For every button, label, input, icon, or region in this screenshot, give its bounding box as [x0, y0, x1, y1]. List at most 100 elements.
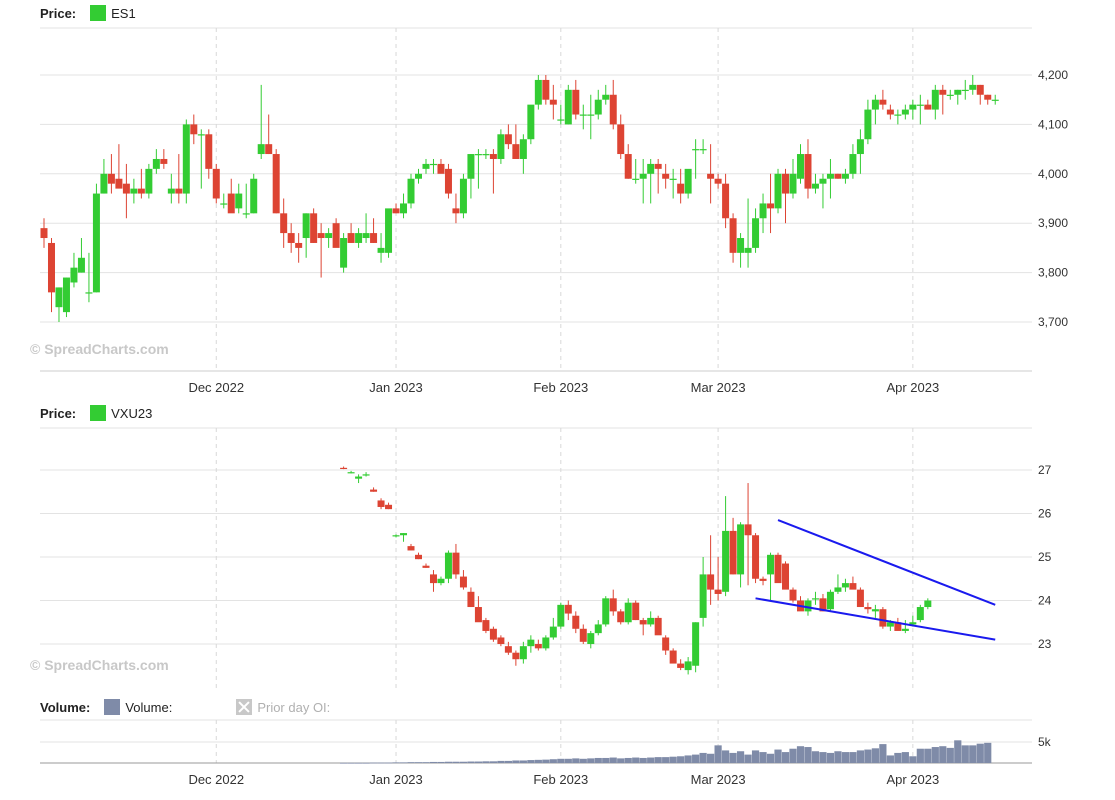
legend-volume-label: Volume:: [40, 699, 91, 715]
candle: [459, 576, 467, 588]
candle: [632, 602, 640, 621]
candle: [197, 134, 205, 136]
candle: [160, 158, 168, 164]
volume-bar: [392, 762, 400, 764]
volume-bar: [931, 747, 939, 763]
candle: [175, 188, 183, 194]
volume-bar: [894, 752, 902, 763]
volume-bar: [452, 761, 460, 763]
candle: [677, 183, 685, 194]
volume-bar: [362, 762, 370, 764]
volume-bar: [961, 745, 969, 763]
candle: [737, 238, 745, 253]
candle: [707, 173, 715, 179]
candle: [699, 574, 707, 618]
volume-bar: [564, 758, 572, 763]
x-tick-label: Apr 2023: [886, 380, 939, 395]
legend-volume-series[interactable]: Volume:: [125, 699, 173, 715]
legend-mid-label: Price:: [40, 405, 77, 421]
candle: [272, 154, 280, 214]
candle: [385, 208, 393, 253]
candle: [654, 617, 662, 636]
candle: [392, 208, 400, 214]
candle: [564, 89, 572, 125]
candle: [819, 598, 827, 612]
legend-top-swatch[interactable]: [90, 5, 107, 21]
volume-bar: [632, 757, 640, 763]
candle: [437, 578, 445, 584]
legend-top-series[interactable]: ES1: [111, 5, 136, 21]
candle: [804, 154, 812, 189]
candle: [400, 533, 408, 536]
candle: [594, 99, 602, 115]
volume-bar: [549, 759, 557, 763]
legend-volume-swatch[interactable]: [104, 699, 121, 715]
prior-day-oi-toggle-icon[interactable]: [236, 699, 253, 715]
volume-bar: [774, 749, 782, 763]
volume-bar: [901, 752, 909, 763]
volume-bar: [759, 752, 767, 763]
volume-bar: [849, 752, 857, 763]
candle: [924, 104, 932, 110]
volume-bar: [602, 757, 610, 763]
candle: [122, 183, 130, 194]
candle: [692, 149, 700, 151]
candle: [744, 524, 752, 536]
x-tick-label: Jan 2023: [369, 772, 423, 787]
candle: [856, 139, 864, 155]
volume-bar: [781, 752, 790, 763]
candle: [564, 604, 572, 614]
candle: [624, 602, 632, 623]
volume-bar: [714, 745, 722, 763]
volume-bar: [744, 754, 752, 763]
candle: [40, 228, 48, 239]
candle: [310, 213, 318, 243]
candle: [190, 124, 198, 135]
volume-bar: [841, 752, 850, 763]
candle: [77, 257, 85, 273]
candle: [729, 530, 737, 575]
volume-bar: [669, 756, 677, 763]
candle: [422, 565, 430, 568]
candle: [295, 242, 303, 248]
candle: [639, 620, 647, 625]
legend-prior-day-oi[interactable]: Prior day OI:: [257, 699, 331, 715]
volume-bar: [886, 755, 894, 763]
candle: [714, 178, 722, 184]
candle: [916, 607, 924, 621]
candle: [901, 628, 909, 631]
candle: [100, 173, 108, 194]
volume-bar: [437, 761, 445, 763]
volume-bar: [864, 749, 872, 763]
legend-mid-series[interactable]: VXU23: [111, 405, 153, 421]
volume-bar: [826, 752, 835, 763]
candle: [572, 615, 580, 629]
volume-bar: [984, 742, 992, 763]
candle: [482, 620, 490, 631]
candle: [422, 163, 430, 169]
candle: [497, 637, 505, 644]
candle: [819, 178, 827, 184]
candle: [841, 583, 849, 588]
y-tick-label: 5k: [1038, 735, 1052, 749]
volume-bar: [916, 748, 924, 763]
volume-bar: [939, 746, 947, 763]
candle: [984, 94, 992, 100]
candle: [62, 277, 70, 313]
candle: [137, 188, 145, 194]
x-tick-label: Dec 2022: [188, 772, 244, 787]
candle: [894, 114, 902, 116]
volume-bar: [789, 748, 797, 763]
candle: [976, 84, 984, 95]
candle: [579, 114, 587, 116]
candle: [752, 218, 760, 248]
x-tick-label: Feb 2023: [533, 772, 588, 787]
candle: [774, 554, 782, 584]
candle: [220, 203, 228, 205]
legend-mid-swatch[interactable]: [90, 405, 107, 421]
candle: [991, 99, 999, 101]
candle: [497, 134, 505, 159]
volume-bar: [954, 740, 962, 763]
candle: [527, 639, 535, 647]
